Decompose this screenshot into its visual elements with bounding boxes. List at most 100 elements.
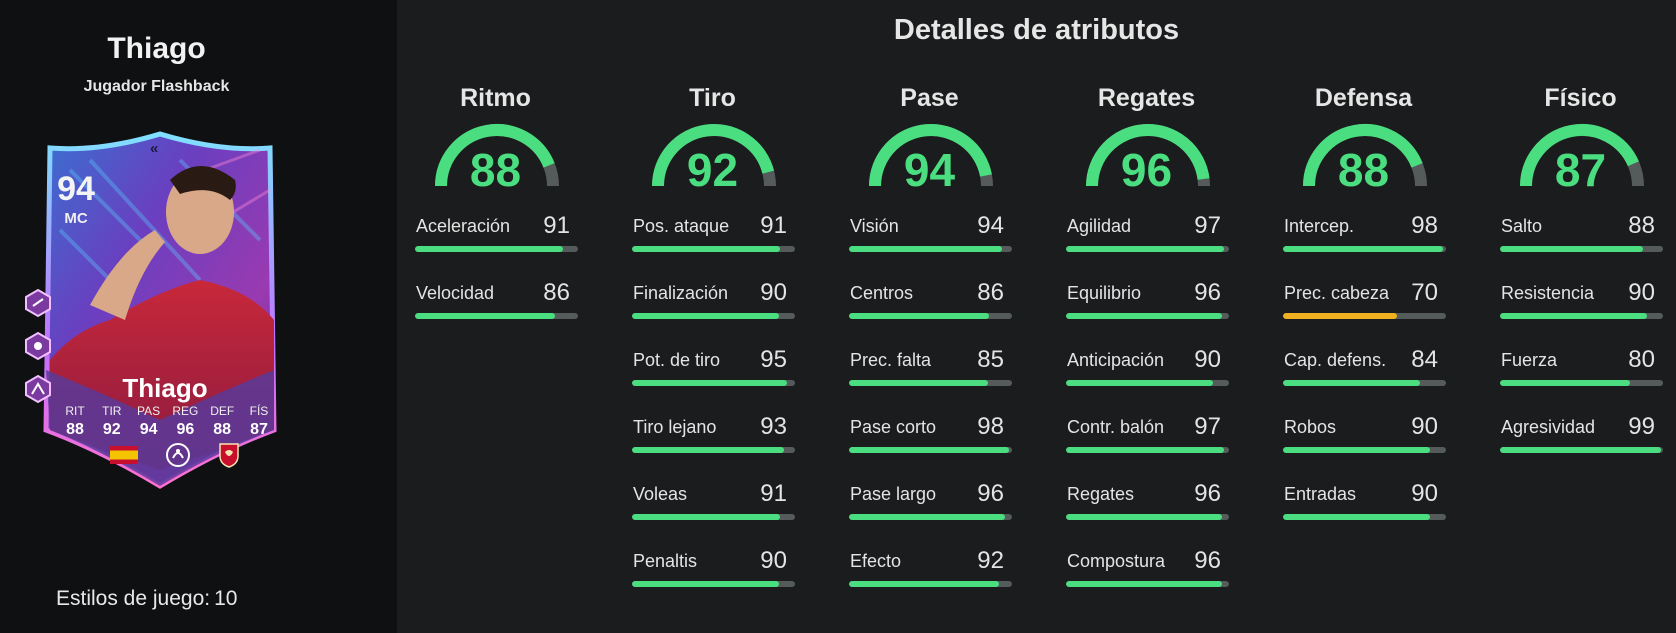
category-gauge: 94 [847,116,1012,206]
attribute-value: 92 [977,547,1004,574]
attribute-value: 94 [977,212,1004,239]
attribute-bar-fill [632,447,784,453]
playstyle-badge-icon [25,288,51,318]
attribute-label: Prec. falta [850,350,932,370]
attribute-value: 86 [977,279,1004,306]
attribute-bar-fill [1283,380,1420,386]
attribute-label: Pase corto [850,417,937,437]
attribute-label: Penaltis [633,551,698,571]
attribute-label: Pase largo [850,484,937,504]
player-name: Thiago [107,32,206,65]
card-stat-value: 88 [66,421,84,438]
attribute-row: Compostura 96 [1064,541,1229,608]
attribute-bar [1283,380,1446,386]
attribute-label: Contr. balón [1067,417,1165,437]
attribute-bar [1283,246,1446,252]
attribute-bar [849,313,1012,319]
attribute-value: 90 [760,279,787,306]
attribute-bar-fill [632,380,787,386]
attribute-bar [632,380,795,386]
attribute-label: Tiro lejano [633,417,717,437]
category-column-regates: Regates 96 Agilidad 97 Equilibrio 96 Anticipac… [1064,80,1229,608]
attribute-row: Penaltis 90 [630,541,795,608]
attribute-label: Entradas [1284,484,1357,504]
attribute-value: 90 [760,547,787,574]
section-title: Detalles de atributos [893,14,1180,46]
attribute-row: Pot. de tiro 95 [630,340,795,407]
attribute-bar-fill [1066,313,1223,319]
card-stat-value: 88 [213,421,232,438]
attribute-value: 90 [1411,480,1438,507]
attribute-row: Prec. falta 85 [847,340,1012,407]
category-rating: 94 [903,144,956,196]
attribute-row: Agresividad 99 [1498,407,1663,474]
attribute-label: Velocidad [416,283,495,303]
card-stat: DEF 88 [205,404,239,439]
category-rating: 96 [1120,144,1173,196]
attribute-row: Equilibrio 96 [1064,273,1229,340]
category-title: Físico [1544,84,1617,112]
gauge-fill [652,124,775,187]
attribute-value: 99 [1628,413,1655,440]
player-card[interactable]: « 94 MC Thiago RIT 88 TIR 92 PAS 94 REG 96 D… [25,130,290,492]
attribute-bar [632,514,795,520]
attribute-bar [1283,313,1446,319]
attribute-bar [1066,581,1229,587]
attribute-row: Intercep. 98 [1281,206,1446,273]
attribute-bar [1283,447,1446,453]
attribute-row: Cap. defens. 84 [1281,340,1446,407]
attribute-bar [1066,514,1229,520]
attribute-label: Cap. defens. [1284,350,1387,370]
attribute-bar [849,447,1012,453]
attribute-bar [1283,514,1446,520]
attribute-bar [849,581,1012,587]
attribute-value: 90 [1628,279,1655,306]
attribute-row: Anticipación 90 [1064,340,1229,407]
gauge-fill [869,124,992,187]
attribute-bar-fill [1500,447,1662,453]
attribute-value: 70 [1411,279,1438,306]
attribute-bar-fill [849,313,990,319]
attribute-value: 84 [1411,346,1438,373]
category-title: Pase [900,84,959,112]
attribute-bar [849,514,1012,520]
category-rating: 87 [1554,144,1607,196]
card-stat-value: 96 [176,421,195,438]
category-gauge: 88 [413,116,578,206]
card-stat-label: PAS [137,404,161,418]
attribute-row: Contr. balón 97 [1064,407,1229,474]
card-stats: RIT 88 TIR 92 PAS 94 REG 96 DEF 88 FÍS 87 [58,404,276,439]
attribute-bar-fill [1500,380,1631,386]
card-rating: 94 [57,170,95,208]
player-panel: Thiago Jugador Flashback [0,0,397,633]
attribute-value: 88 [1628,212,1655,239]
attribute-value: 86 [543,279,570,306]
attribute-value: 97 [1194,413,1221,440]
attribute-row: Velocidad 86 [413,273,578,340]
attribute-bar [1066,246,1229,252]
attribute-value: 97 [1194,212,1221,239]
attribute-row: Efecto 92 [847,541,1012,608]
card-stat-label: TIR [102,404,122,418]
attribute-label: Visión [850,216,899,236]
attribute-bar [632,581,795,587]
attribute-bar-fill [632,514,781,520]
category-title: Tiro [689,84,736,112]
category-column-defensa: Defensa 88 Intercep. 98 Prec. cabeza 70 Cap. d… [1281,80,1446,541]
card-type: Jugador Flashback [83,78,230,95]
category-column-tiro: Tiro 92 Pos. ataque 91 Finalización 90 Pot. de… [630,80,795,608]
category-gauge: 92 [630,116,795,206]
attribute-bar [1066,313,1229,319]
attribute-label: Intercep. [1284,216,1355,236]
attribute-bar [849,380,1012,386]
attribute-bar-fill [849,581,999,587]
attribute-bar [1500,313,1663,319]
attribute-bar-fill [1283,447,1430,453]
category-column-ritmo: Ritmo 88 Aceleración 91 Velocidad 86 [413,80,578,340]
playstyles-value: 10 [214,587,238,610]
card-position: MC [64,210,88,227]
attribute-row: Tiro lejano 93 [630,407,795,474]
spain-flag-icon [110,446,138,464]
attribute-row: Aceleración 91 [413,206,578,273]
attribute-bar-fill [1283,246,1443,252]
